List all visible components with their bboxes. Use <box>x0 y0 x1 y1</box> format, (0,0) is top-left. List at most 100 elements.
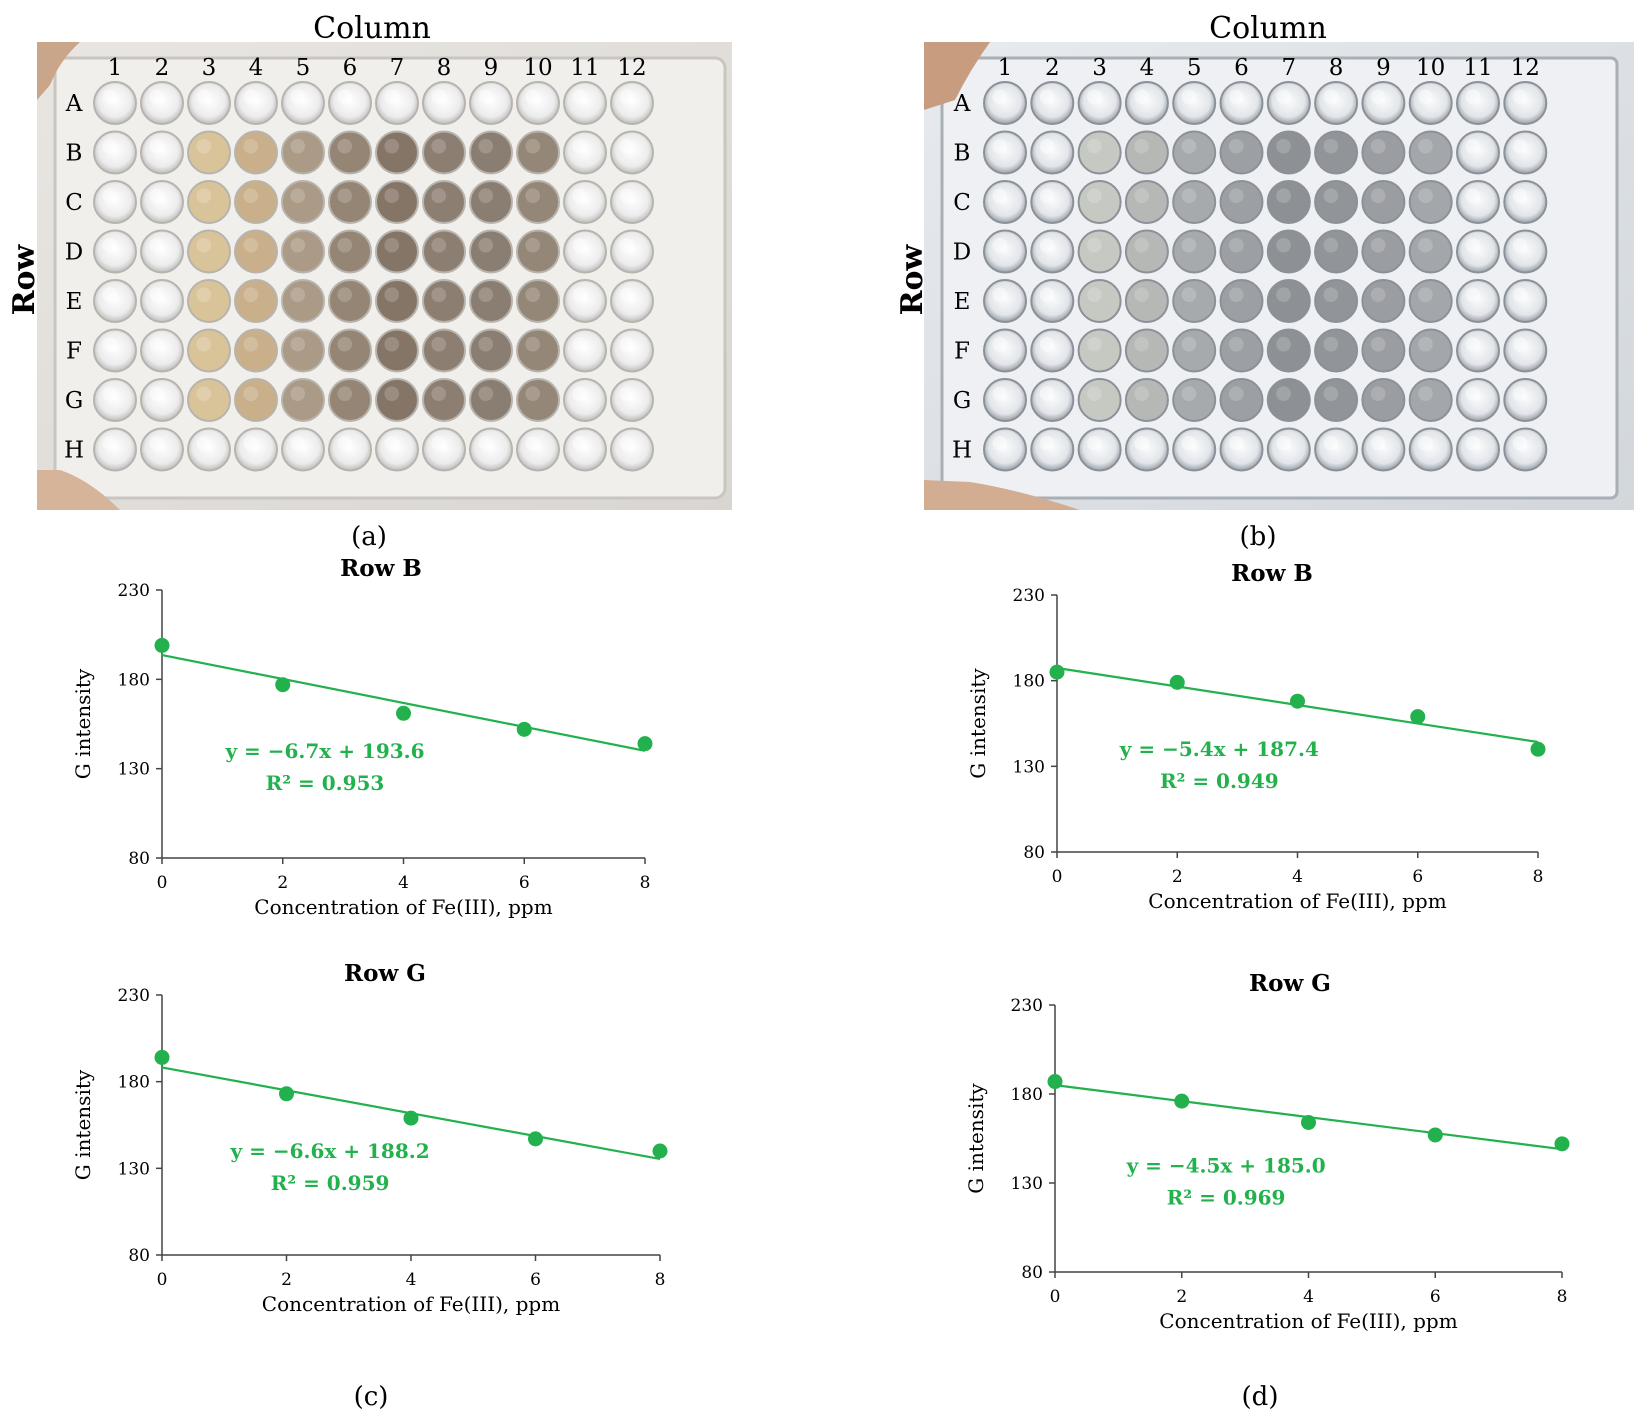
x-tick-label: 4 <box>1303 1287 1314 1307</box>
well-highlight <box>1370 336 1386 352</box>
x-tick-label: 4 <box>398 873 409 893</box>
well <box>563 279 607 323</box>
well-highlight <box>1039 287 1055 303</box>
well-highlight <box>1512 386 1528 402</box>
panel-letter-d: (d) <box>1242 1382 1279 1412</box>
well-highlight <box>431 138 447 154</box>
well <box>281 81 325 125</box>
fit-equation: y = −6.6x + 188.2 <box>230 1139 430 1163</box>
well <box>1361 229 1406 274</box>
well-highlight <box>290 336 306 352</box>
well <box>1124 81 1169 125</box>
well-highlight <box>1039 237 1055 253</box>
well <box>469 328 513 373</box>
well <box>1503 229 1548 274</box>
well-highlight <box>290 89 306 105</box>
well-highlight <box>1181 138 1197 154</box>
well-highlight <box>337 435 353 451</box>
well <box>469 81 513 125</box>
well <box>1172 328 1217 373</box>
x-axis-title: Concentration of Fe(III), ppm <box>254 895 552 919</box>
well <box>328 427 372 472</box>
well <box>610 279 654 323</box>
well <box>1456 130 1500 175</box>
y-tick-label: 230 <box>118 581 150 601</box>
well-highlight <box>572 138 588 154</box>
well-highlight <box>1087 188 1102 204</box>
column-label-a: 8 <box>437 55 452 81</box>
data-point <box>528 1131 543 1147</box>
chart-title: Row B <box>340 555 422 582</box>
well-highlight <box>290 237 306 253</box>
well <box>1266 328 1311 373</box>
well <box>422 81 466 125</box>
well-highlight <box>1087 287 1102 303</box>
well <box>516 328 560 373</box>
x-tick-label: 6 <box>530 1270 541 1290</box>
well <box>983 180 1027 224</box>
well <box>469 130 513 175</box>
well-highlight <box>1134 336 1149 352</box>
y-axis-title: G intensity <box>966 668 990 779</box>
well-highlight <box>992 386 1008 402</box>
well <box>1314 81 1359 125</box>
well-highlight <box>525 287 541 303</box>
well <box>1219 279 1264 323</box>
data-point <box>1427 1127 1443 1143</box>
well-highlight <box>1134 188 1149 204</box>
well <box>1456 180 1500 224</box>
well <box>983 328 1027 373</box>
well <box>1266 81 1311 125</box>
well-highlight <box>102 237 118 253</box>
y-tick-label: 130 <box>118 760 150 780</box>
x-tick-label: 0 <box>1050 1287 1061 1307</box>
finger-a <box>37 42 80 100</box>
well <box>1408 328 1453 373</box>
well <box>983 378 1027 422</box>
well <box>1219 180 1264 224</box>
well-highlight <box>1418 336 1433 352</box>
well-highlight <box>102 435 118 451</box>
well-highlight <box>243 336 259 352</box>
column-label-a: 5 <box>296 55 311 81</box>
well <box>516 81 560 125</box>
well <box>516 378 560 422</box>
well-highlight <box>1323 435 1339 451</box>
well-highlight <box>992 435 1008 451</box>
data-point <box>154 637 170 653</box>
well <box>516 180 560 224</box>
well <box>422 378 466 422</box>
well-highlight <box>1512 287 1528 303</box>
well <box>375 328 419 373</box>
well-highlight <box>1181 237 1197 253</box>
well <box>1361 378 1406 422</box>
well-highlight <box>243 188 259 204</box>
chart-title: Row B <box>1231 560 1313 587</box>
well-highlight <box>1370 188 1386 204</box>
well <box>1219 378 1264 422</box>
well-highlight <box>1039 188 1055 204</box>
well <box>140 378 184 422</box>
well <box>1266 130 1311 175</box>
well-highlight <box>337 287 353 303</box>
well <box>1503 328 1548 373</box>
well <box>1172 81 1217 125</box>
well <box>1314 279 1359 323</box>
column-label-a: 10 <box>523 55 552 81</box>
well <box>1172 180 1217 224</box>
well <box>1172 279 1217 323</box>
well-highlight <box>196 336 212 352</box>
well-highlight <box>1323 287 1339 303</box>
x-tick-label: 8 <box>1557 1287 1568 1307</box>
well-highlight <box>337 237 353 253</box>
x-tick-label: 8 <box>655 1270 666 1290</box>
well-highlight <box>1134 138 1149 154</box>
x-tick-label: 0 <box>157 873 168 893</box>
well <box>1172 229 1217 274</box>
well <box>234 328 278 373</box>
column-label-a: 11 <box>570 55 599 81</box>
well-highlight <box>1418 138 1433 154</box>
well-highlight <box>290 386 306 402</box>
